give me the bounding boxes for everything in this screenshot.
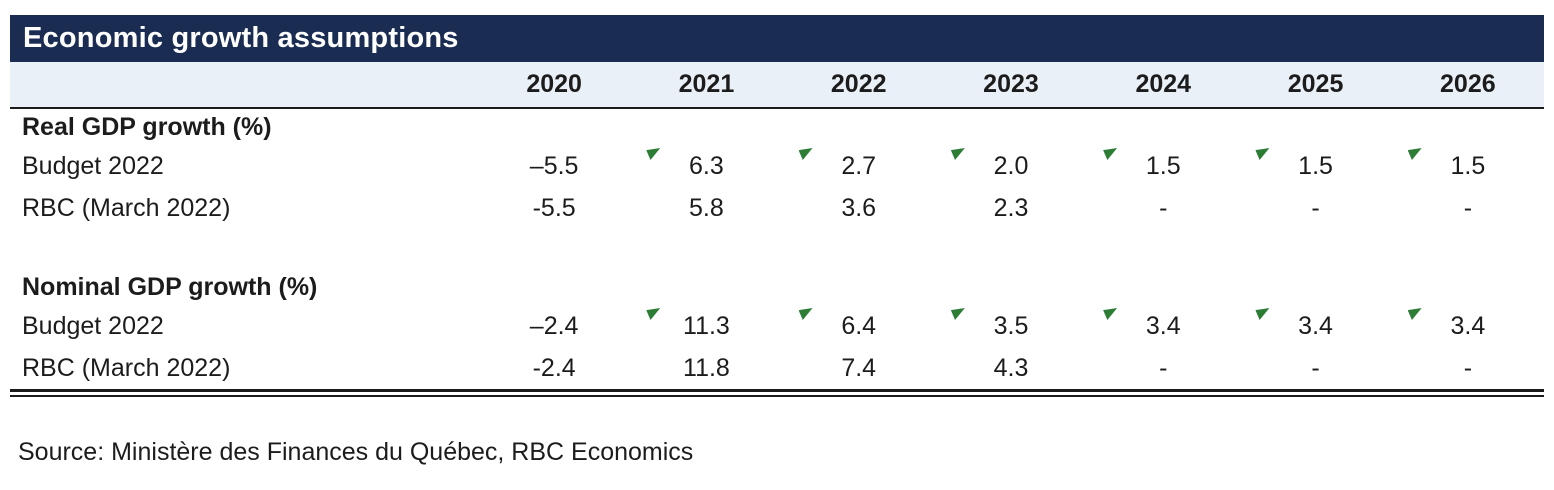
green-flag-icon	[798, 148, 813, 160]
table-cell: 4.3	[935, 347, 1087, 389]
cell-value: -5.5	[532, 193, 576, 222]
table-cell: 3.4	[1239, 305, 1391, 347]
cell-value: 3.4	[1450, 311, 1486, 340]
table-cell: 5.8	[630, 187, 782, 229]
green-flag-icon	[1103, 308, 1118, 320]
year-header-2024: 2024	[1135, 70, 1192, 98]
cell-value: 1.5	[1450, 151, 1486, 180]
table-cell: 1.5	[1239, 145, 1391, 187]
cell-value: -	[1159, 353, 1168, 382]
source-note: Source: Ministère des Finances du Québec…	[18, 438, 694, 466]
row-label: RBC (March 2022)	[22, 353, 231, 382]
table-row-budget-nominal: Budget 2022 –2.4 11.3 6.4 3.5 3.4 3.4 3.…	[10, 305, 1544, 347]
table-row-rbc-real: RBC (March 2022) -5.5 5.8 3.6 2.3 - - -	[10, 187, 1544, 229]
year-header-row: 2020 2021 2022 2023 2024 2025 2026	[10, 62, 1544, 109]
cell-value: 1.5	[1145, 151, 1181, 180]
cell-value: -	[1159, 193, 1168, 222]
year-header-2021: 2021	[678, 70, 735, 98]
table-title: Economic growth assumptions	[23, 22, 459, 54]
table-cell: 1.5	[1087, 145, 1239, 187]
cell-value: 3.6	[841, 193, 877, 222]
cell-value: -	[1311, 353, 1320, 382]
table-cell: -	[1392, 187, 1544, 229]
cell-value: –5.5	[529, 151, 579, 180]
cell-value: 1.5	[1298, 151, 1333, 180]
cell-value: 11.8	[683, 353, 730, 382]
table-cell: 2.0	[935, 145, 1087, 187]
section-label-nominal-gdp: Nominal GDP growth (%)	[22, 272, 318, 301]
cell-value: 2.0	[993, 151, 1029, 180]
cell-value: 3.4	[1298, 311, 1333, 340]
green-flag-icon	[950, 148, 965, 160]
table-cell: -5.5	[478, 187, 630, 229]
table-cell: 3.4	[1392, 305, 1544, 347]
section-header-row: Nominal GDP growth (%)	[10, 269, 1544, 305]
table-cell: -	[1239, 347, 1391, 389]
green-flag-icon	[646, 148, 661, 160]
cell-value: -	[1463, 193, 1473, 222]
year-header-2026: 2026	[1440, 70, 1496, 98]
table-bottom-rule	[10, 389, 1544, 397]
table-cell: -	[1087, 347, 1239, 389]
cell-value: 2.7	[841, 151, 877, 180]
green-flag-icon	[1407, 308, 1422, 320]
row-label: Budget 2022	[22, 311, 164, 340]
cell-value: -	[1463, 353, 1473, 382]
table-cell: -	[1239, 187, 1391, 229]
table-cell: -	[1392, 347, 1544, 389]
section-header-row: Real GDP growth (%)	[10, 109, 1544, 145]
table-cell: 2.3	[935, 187, 1087, 229]
table-cell: 3.5	[935, 305, 1087, 347]
section-label-real-gdp: Real GDP growth (%)	[22, 112, 272, 141]
year-header-2020: 2020	[526, 70, 582, 98]
table-cell: 6.3	[630, 145, 782, 187]
economic-growth-table: Economic growth assumptions 2020 2021 20…	[10, 15, 1544, 397]
cell-value: -2.4	[532, 353, 576, 382]
cell-value: 3.5	[993, 311, 1029, 340]
green-flag-icon	[646, 308, 661, 320]
green-flag-icon	[950, 308, 965, 320]
year-header-2025: 2025	[1287, 70, 1344, 98]
cell-value: –2.4	[529, 311, 579, 340]
cell-value: 6.4	[841, 311, 877, 340]
table-cell: 1.5	[1392, 145, 1544, 187]
table-cell: 2.7	[783, 145, 935, 187]
table-cell: –2.4	[478, 305, 630, 347]
cell-value: 3.4	[1145, 311, 1181, 340]
table-cell: 3.6	[783, 187, 935, 229]
table-cell: 6.4	[783, 305, 935, 347]
table-cell: –5.5	[478, 145, 630, 187]
green-flag-icon	[1255, 308, 1270, 320]
cell-value: 7.4	[841, 353, 877, 382]
table-cell: 7.4	[783, 347, 935, 389]
cell-value: -	[1311, 193, 1320, 222]
table-row-budget-real: Budget 2022 –5.5 6.3 2.7 2.0 1.5 1.5 1.5	[10, 145, 1544, 187]
row-label: RBC (March 2022)	[22, 193, 231, 222]
cell-value: 5.8	[689, 193, 724, 222]
table-cell: 11.8	[630, 347, 782, 389]
row-label: Budget 2022	[22, 151, 164, 180]
cell-value: 11.3	[683, 311, 730, 340]
year-header-2022: 2022	[830, 70, 887, 98]
cell-value: 6.3	[689, 151, 724, 180]
section-spacer	[10, 229, 1544, 269]
table-cell: 11.3	[630, 305, 782, 347]
table-cell: 3.4	[1087, 305, 1239, 347]
year-header-2023: 2023	[983, 70, 1039, 98]
green-flag-icon	[1255, 148, 1270, 160]
table-title-bar: Economic growth assumptions	[10, 15, 1544, 62]
cell-value: 4.3	[993, 353, 1029, 382]
table-cell: -2.4	[478, 347, 630, 389]
cell-value: 2.3	[993, 193, 1029, 222]
table-row-rbc-nominal: RBC (March 2022) -2.4 11.8 7.4 4.3 - - -	[10, 347, 1544, 389]
green-flag-icon	[1407, 148, 1422, 160]
green-flag-icon	[798, 308, 813, 320]
green-flag-icon	[1103, 148, 1118, 160]
table-cell: -	[1087, 187, 1239, 229]
